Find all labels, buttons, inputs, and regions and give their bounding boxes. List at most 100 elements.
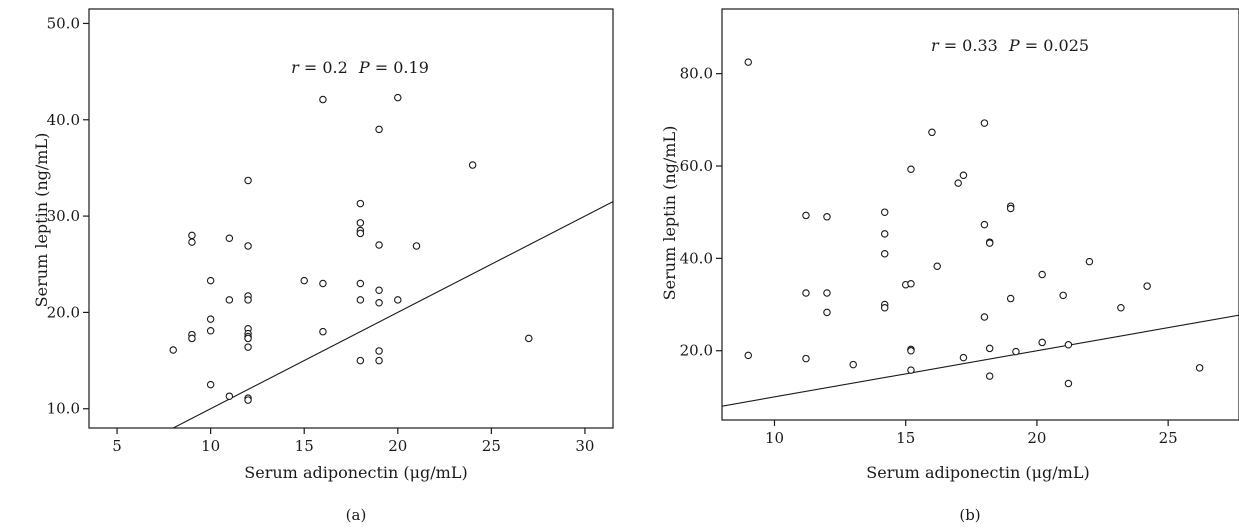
x-tick-label: 15 [295,437,314,455]
x-tick-label: 10 [765,429,784,447]
data-point [225,392,234,400]
plot-frame [88,8,614,429]
data-point [206,315,215,323]
data-point [980,313,989,321]
y-axis-label-b: Serum leptin (ng/mL) [660,126,679,301]
data-point [907,366,915,374]
data-point [802,289,810,297]
data-point [1195,364,1204,372]
data-point [394,296,402,304]
data-point [356,219,365,227]
data-point [188,238,196,246]
data-point [188,231,196,240]
data-point [375,241,383,249]
data-point [206,276,215,285]
data-point [744,351,752,360]
plot-frame [721,8,1239,421]
panel-label-a: (a) [346,506,367,524]
data-point [206,326,215,335]
data-point [1038,270,1046,279]
data-point [802,354,810,363]
data-point [980,220,989,229]
data-point [980,119,989,127]
y-tick-label: 40.0 [680,249,713,267]
data-point [1085,257,1094,266]
data-point [933,262,941,270]
x-axis-label-a: Serum adiponectin (μg/mL) [244,463,467,482]
data-point [954,179,962,187]
data-point [244,343,252,351]
data-point [880,230,889,238]
data-point [244,296,252,304]
y-axis-label-a: Serum leptin (ng/mL) [32,133,51,308]
data-point [356,229,365,238]
data-point [375,356,383,365]
data-point [959,353,968,362]
data-point [188,334,196,343]
p-symbol: P [358,58,370,77]
data-point [244,242,252,250]
x-tick-label: 15 [896,429,915,447]
y-tick-label: 10.0 [47,400,80,418]
data-point [1059,291,1067,300]
data-point [985,344,994,353]
x-tick-label: 20 [388,437,407,455]
data-point [375,347,383,355]
data-point [1006,294,1015,303]
y-tick-label: 60.0 [680,157,713,175]
data-point [206,380,215,389]
r-value: = 0.2 [304,58,348,77]
data-point [375,286,383,295]
data-point [394,93,402,102]
data-point [959,171,968,179]
chart-panel-a: r = 0.2 P = 0.19 Serum adiponectin (μg/m… [32,8,614,524]
y-tick-label: 30.0 [47,207,80,225]
data-point [225,234,234,242]
data-point [468,161,477,169]
data-point [1064,340,1073,349]
data-point [823,308,831,317]
data-point [244,334,252,343]
data-point [1012,347,1020,356]
data-point [1038,338,1046,347]
p-value: = 0.19 [375,58,429,77]
data-point [169,346,177,354]
p-symbol: P [1008,36,1020,55]
data-point [356,199,365,208]
data-point [802,211,810,220]
panel-label-b: (b) [959,506,980,524]
data-point [412,242,421,250]
stat-annotation-a: r = 0.2 P = 0.19 [291,58,429,77]
data-point [985,372,994,380]
data-point [823,289,831,297]
y-tick-label: 20.0 [680,342,713,360]
x-tick-label: 10 [201,437,220,455]
y-tick-label: 20.0 [47,303,80,321]
data-point [849,360,857,369]
data-point [525,334,533,343]
data-point [225,296,234,304]
y-tick-label: 40.0 [47,111,80,129]
chart-panel-b: r = 0.33 P = 0.025 Serum adiponectin (μg… [660,8,1239,524]
r-value: = 0.33 [944,36,998,55]
reference-line [172,201,613,428]
x-axis-label-b: Serum adiponectin (μg/mL) [866,463,1089,482]
data-point [823,213,831,221]
r-symbol: r [931,36,940,55]
p-value: = 0.025 [1025,36,1089,55]
r-symbol: r [291,58,300,77]
data-point [319,327,327,336]
x-tick-label: 30 [575,437,594,455]
x-tick-label: 5 [112,437,122,455]
data-point [319,279,327,288]
data-point [319,95,327,104]
data-point [1117,304,1125,312]
data-point [744,58,752,66]
data-point [356,296,365,304]
data-point [907,280,915,288]
data-point [356,356,365,365]
data-point [375,125,383,134]
data-point [375,299,383,307]
data-point [356,279,365,288]
data-point [1006,204,1015,213]
